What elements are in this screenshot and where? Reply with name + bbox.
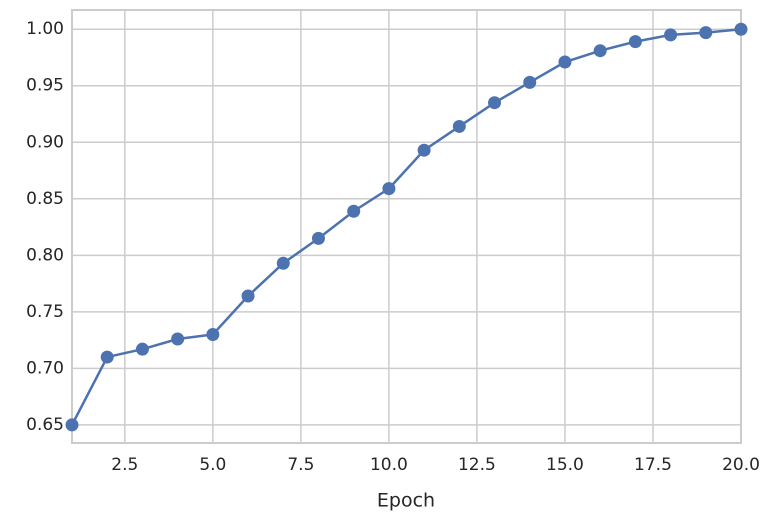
y-tick-label: 0.75 — [26, 302, 64, 322]
data-point — [628, 35, 642, 49]
data-point — [417, 143, 431, 157]
data-point — [558, 55, 572, 69]
grid — [72, 10, 742, 443]
y-tick-label: 0.65 — [26, 415, 64, 435]
x-tick-label: 12.5 — [458, 455, 496, 475]
data-point — [664, 28, 678, 42]
data-point — [171, 332, 185, 346]
x-tick-label: 5.0 — [199, 455, 226, 475]
data-point — [206, 327, 220, 341]
x-tick-label: 17.5 — [634, 455, 672, 475]
data-point — [135, 342, 149, 356]
y-tick-label: 0.80 — [26, 245, 64, 265]
data-point — [452, 119, 466, 133]
data-point — [699, 26, 713, 40]
y-tick-label: 0.70 — [26, 358, 64, 378]
data-point — [100, 350, 114, 364]
x-tick-label: 20.0 — [722, 455, 760, 475]
data-point — [311, 231, 325, 245]
data-point — [734, 22, 748, 36]
data-point — [241, 289, 255, 303]
y-tick-label: 0.95 — [26, 76, 64, 96]
x-tick-label: 15.0 — [546, 455, 584, 475]
data-point — [65, 418, 79, 432]
x-tick-label: 7.5 — [287, 455, 314, 475]
x-axis-label: Epoch — [377, 490, 435, 512]
x-tick-label: 2.5 — [111, 455, 138, 475]
data-point — [593, 44, 607, 58]
points — [65, 22, 748, 432]
y-tick-label: 1.00 — [26, 19, 64, 39]
data-point — [382, 182, 396, 196]
y-tick-label: 0.85 — [26, 189, 64, 209]
plot-frame — [71, 9, 742, 444]
data-line — [70, 27, 742, 426]
data-point — [347, 204, 361, 218]
data-point — [276, 256, 290, 270]
y-tick-label: 0.90 — [26, 132, 64, 152]
x-tick-label: 10.0 — [370, 455, 408, 475]
data-point — [523, 75, 537, 89]
data-point — [488, 96, 502, 110]
